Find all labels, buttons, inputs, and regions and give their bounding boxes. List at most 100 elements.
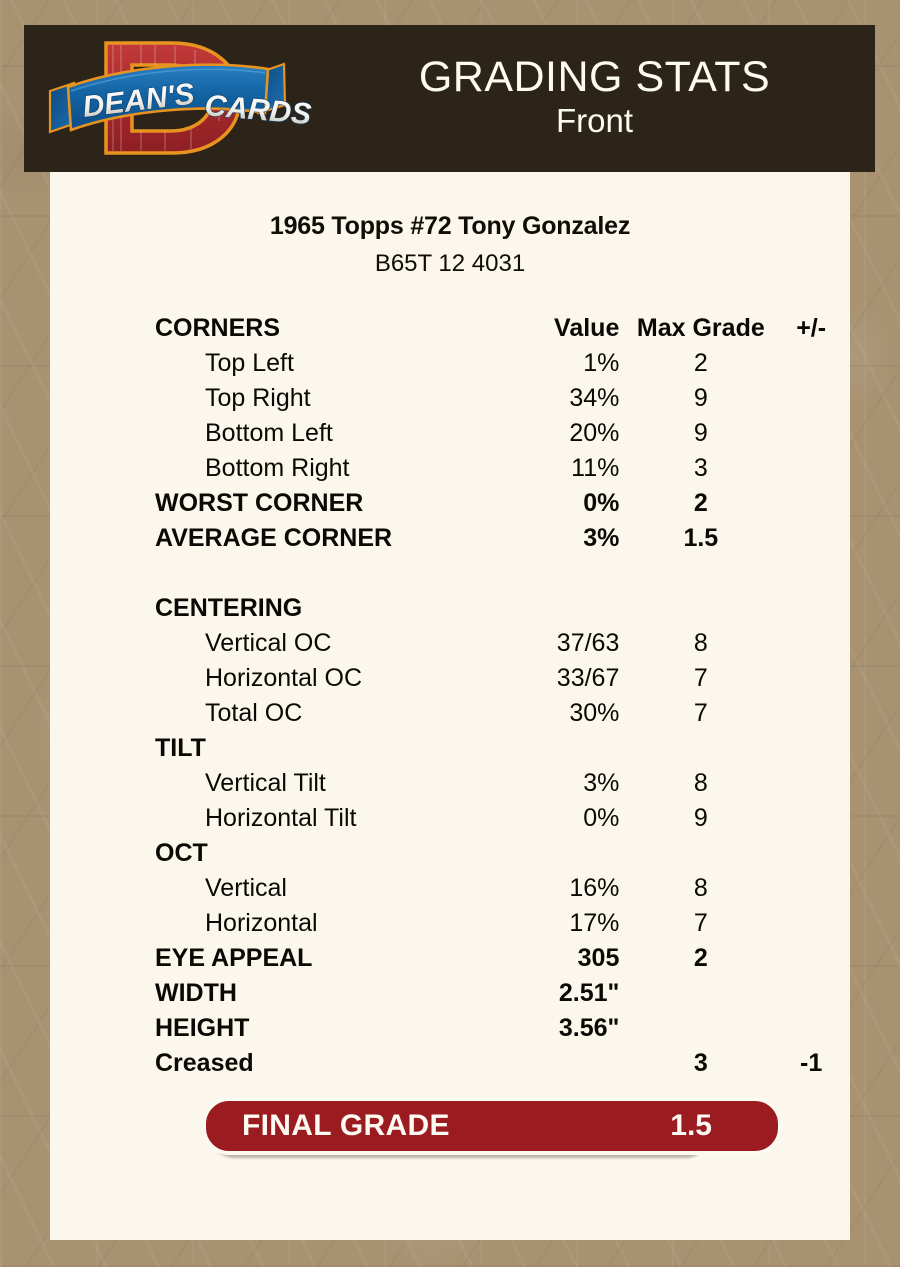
deans-cards-logo: DEAN'S CARDS (44, 31, 314, 166)
row-label: WORST CORNER (155, 489, 364, 517)
row-plus-minus (772, 836, 850, 871)
row-max-grade: 9 (693, 419, 708, 447)
row-plus-minus (772, 766, 850, 801)
row-plus-minus (772, 731, 850, 766)
row-max-grade: 8 (693, 769, 708, 797)
table-row: Top Right 34% 9 (50, 381, 850, 416)
row-label: Bottom Left (205, 419, 333, 447)
row-value: 37/63 (556, 629, 620, 657)
row-max-grade (619, 731, 772, 766)
row-value: 33/67 (556, 664, 620, 692)
row-label: Bottom Right (205, 454, 350, 482)
logo-ribbon: DEAN'S CARDS (48, 62, 313, 134)
row-label: CENTERING (155, 594, 303, 622)
table-row: WORST CORNER 0% 2 (50, 486, 850, 521)
row-plus-minus (772, 976, 850, 1011)
row-value: 3.56" (558, 1014, 620, 1042)
row-max-grade: 7 (693, 699, 708, 727)
row-label: Creased (155, 1049, 254, 1077)
table-row: AVERAGE CORNER 3% 1.5 (50, 521, 850, 556)
row-max-grade (619, 976, 772, 1011)
content-panel: 1965 Topps #72 Tony Gonzalez B65T 12 403… (50, 172, 850, 1240)
row-label: Vertical Tilt (205, 769, 326, 797)
row-max-grade: 3 (693, 1049, 708, 1077)
row-plus-minus (772, 906, 850, 941)
table-row: HEIGHT 3.56" (50, 1011, 850, 1046)
row-plus-minus (772, 521, 850, 556)
row-value: 17% (569, 909, 620, 937)
row-value: 2.51" (558, 979, 620, 1007)
row-label: EYE APPEAL (155, 944, 313, 972)
row-value (517, 731, 620, 766)
table-row: CENTERING (50, 591, 850, 626)
table-row: Vertical Tilt 3% 8 (50, 766, 850, 801)
row-max-grade: 3 (693, 454, 708, 482)
row-label: HEIGHT (155, 1014, 250, 1042)
row-label: OCT (155, 839, 208, 867)
row-plus-minus (772, 416, 850, 451)
table-row: Horizontal Tilt 0% 9 (50, 801, 850, 836)
row-label: WIDTH (155, 979, 237, 1007)
row-label: Vertical (205, 874, 287, 902)
row-label: Horizontal OC (205, 664, 362, 692)
card-title: 1965 Topps #72 Tony Gonzalez (269, 212, 631, 240)
row-value (517, 1046, 620, 1081)
table-row: Vertical OC 37/63 8 (50, 626, 850, 661)
row-max-grade: 9 (693, 804, 708, 832)
row-plus-minus (772, 696, 850, 731)
row-value: 11% (571, 454, 620, 482)
card-code: B65T 12 4031 (374, 250, 526, 277)
table-row: TILT (50, 731, 850, 766)
row-label: Horizontal Tilt (205, 804, 357, 832)
row-label: Top Left (205, 349, 294, 377)
row-max-grade (619, 591, 772, 626)
row-label: CORNERS (155, 314, 281, 342)
row-plus-minus (772, 486, 850, 521)
row-max-grade: 8 (693, 629, 708, 657)
row-value: 30% (569, 699, 620, 727)
row-plus-minus (772, 626, 850, 661)
page-subtitle: Front (555, 102, 634, 140)
row-plus-minus (772, 941, 850, 976)
row-label: Top Right (205, 384, 311, 412)
row-value: 3% (583, 524, 620, 552)
row-value: 1% (583, 349, 620, 377)
table-row: Horizontal 17% 7 (50, 906, 850, 941)
row-value: Value (554, 314, 620, 342)
row-max-grade (619, 836, 772, 871)
table-row: CORNERS Value Max Grade +/- (50, 311, 850, 346)
page-title: GRADING STATS (418, 53, 771, 102)
row-max-grade: 7 (693, 664, 708, 692)
row-label: Total OC (205, 699, 303, 727)
row-plus-minus (772, 1011, 850, 1046)
row-spacer (50, 556, 850, 591)
row-max-grade: 2 (693, 489, 708, 517)
table-row: Horizontal OC 33/67 7 (50, 661, 850, 696)
final-grade-value: 1.5 (670, 1109, 712, 1142)
table-row: WIDTH 2.51" (50, 976, 850, 1011)
table-row: OCT (50, 836, 850, 871)
row-label: Vertical OC (205, 629, 332, 657)
table-row: Top Left 1% 2 (50, 346, 850, 381)
row-value: 305 (577, 944, 620, 972)
final-grade-pill: FINAL GRADE 1.5 (202, 1097, 782, 1155)
row-value: 16% (569, 874, 620, 902)
grading-stats-table: CORNERS Value Max Grade +/- Top Left 1% 2 Top R… (50, 311, 850, 1081)
row-max-grade: 7 (693, 909, 708, 937)
table-row: Total OC 30% 7 (50, 696, 850, 731)
row-max-grade: 8 (693, 874, 708, 902)
final-grade-label: FINAL GRADE (242, 1109, 450, 1142)
row-plus-minus (772, 451, 850, 486)
header-bar: DEAN'S CARDS GRADING STATS Front (24, 25, 875, 172)
table-row: Creased 3 -1 (50, 1046, 850, 1081)
table-row: EYE APPEAL 305 2 (50, 941, 850, 976)
row-max-grade: 1.5 (683, 524, 719, 552)
table-row: Vertical 16% 8 (50, 871, 850, 906)
row-max-grade: 2 (693, 944, 708, 972)
row-max-grade: Max Grade (636, 314, 765, 342)
row-plus-minus (772, 801, 850, 836)
row-plus-minus: +/- (796, 314, 827, 342)
row-value: 20% (569, 419, 620, 447)
row-label: AVERAGE CORNER (155, 524, 393, 552)
row-label: TILT (155, 734, 206, 762)
